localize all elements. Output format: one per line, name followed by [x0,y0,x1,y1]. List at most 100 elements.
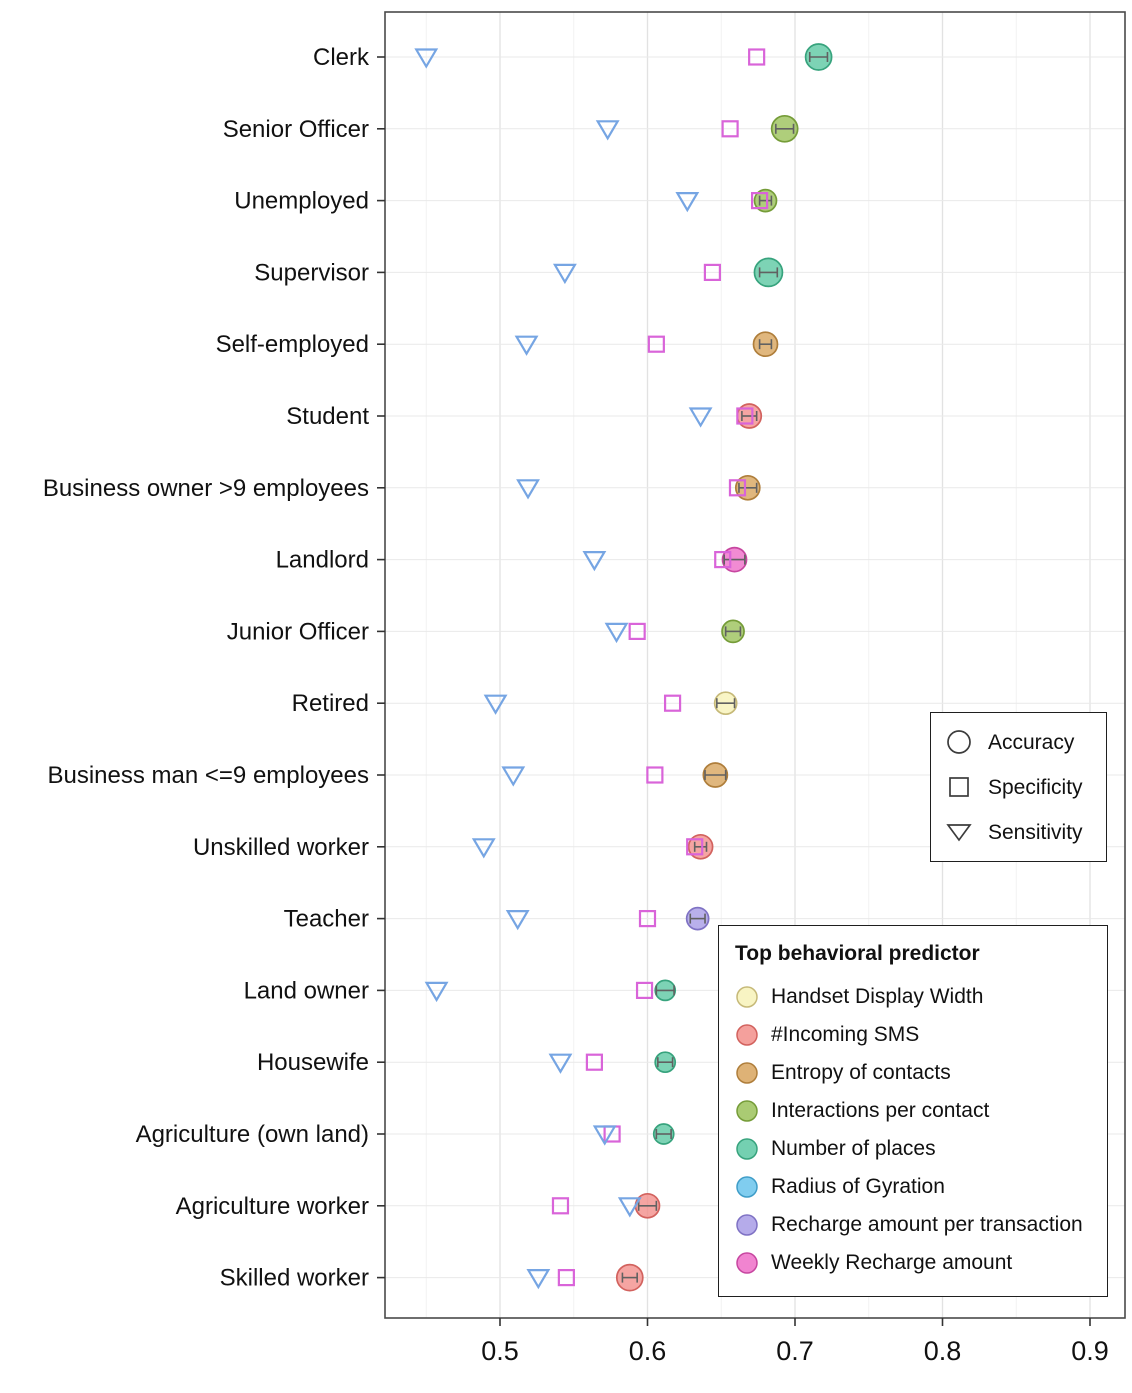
data-row-10 [483,691,738,716]
predictor-label: Handset Display Width [771,985,984,1008]
data-row-9 [604,619,745,644]
data-row-13 [505,906,710,931]
y-axis-label: Unskilled worker [193,834,369,861]
predictor-color-swatch-icon [736,1024,758,1046]
swatch-circle [736,1252,758,1274]
swatch-circle [736,1176,758,1198]
color-legend-title: Top behavioral predictor [735,942,980,965]
marker-specificity [663,694,682,712]
marker-sensitivity [592,1125,617,1146]
marker-sensitivity [514,335,539,356]
data-row-18 [526,1263,644,1292]
color-legend: Top behavioral predictor Handset Display… [718,925,1108,1297]
swatch-circle [736,1100,758,1122]
circle-glyph [947,730,971,754]
predictor-color-swatch-icon [736,1100,758,1122]
predictor-label: Entropy of contacts [771,1061,951,1084]
y-axis-label: Self-employed [216,331,369,358]
data-row-2 [595,114,799,143]
data-row-11 [501,762,729,788]
predictor-color-swatch-icon [736,1252,758,1274]
marker-sensitivity [526,1268,551,1290]
data-row-15 [548,1051,677,1074]
marker-sensitivity [582,550,607,572]
marker-sensitivity [414,48,439,69]
marker-sensitivity [617,1197,642,1218]
marker-sensitivity [552,263,577,285]
x-tick-label: 0.8 [924,1336,962,1366]
shape-legend-label: Specificity [988,775,1083,799]
y-axis-label: Clerk [313,44,370,71]
predictor-color-swatch-icon [736,1176,758,1198]
square-glyph [949,777,969,797]
marker-specificity [748,48,766,66]
y-axis-label: Agriculture (own land) [136,1121,369,1148]
y-axis-label: Skilled worker [220,1265,369,1292]
data-row-6 [688,403,763,429]
x-tick-label: 0.7 [776,1336,814,1366]
color-legend-item: Entropy of contacts [735,1054,1095,1092]
marker-specificity [721,120,739,138]
data-row-4 [552,257,784,288]
predictor-label: #Incoming SMS [771,1023,920,1046]
marker-sensitivity [604,622,629,644]
shape-legend-item: Sensitivity [943,816,1098,848]
marker-specificity [750,192,769,210]
panel-border [384,11,1126,1319]
marker-specificity [638,909,657,928]
swatch-circle [736,1138,758,1160]
predictor-color-swatch-icon [736,1138,758,1160]
swatch-circle [736,1024,758,1046]
x-tick-label: 0.9 [1071,1336,1109,1366]
marker-specificity [736,407,754,425]
color-legend-item: Weekly Recharge amount [735,1244,1095,1282]
y-axis-label: Landlord [276,547,369,574]
y-axis-label: Senior Officer [223,116,369,143]
data-row-1 [414,43,833,71]
marker-sensitivity [675,192,700,213]
marker-sensitivity [516,479,540,500]
marker-specificity [557,1268,575,1287]
marker-specificity [646,766,664,784]
marker-sensitivity [501,766,526,787]
marker-sensitivity [424,981,449,1003]
y-axis-label: Junior Officer [227,618,369,645]
predictor-label: Recharge amount per transaction [771,1213,1083,1236]
marker-sensitivity [483,694,508,715]
data-row-14 [424,979,677,1003]
data-row-12 [471,833,714,860]
color-legend-item: Recharge amount per transaction [735,1206,1095,1244]
data-row-16 [592,1123,675,1146]
y-axis-label: Housewife [257,1049,369,1076]
shape-legend-item: Specificity [943,771,1098,803]
color-legend-item: Radius of Gyration [735,1168,1095,1206]
y-axis-label: Retired [292,690,369,717]
data-row-17 [551,1192,661,1219]
y-axis-label: Land owner [244,977,369,1004]
marker-sensitivity [548,1053,573,1074]
predictor-color-swatch-icon [736,1062,758,1084]
predictor-color-swatch-icon [736,986,758,1008]
marker-specificity [703,263,722,281]
y-axis-label: Teacher [284,906,369,933]
shape-legend: Accuracy Specificity Sensitivity [930,712,1107,862]
marker-sensitivity [595,120,620,141]
marker-specificity [686,838,704,856]
triangle-glyph [946,824,972,842]
predictor-label: Number of places [771,1137,936,1160]
marker-specificity [714,550,732,569]
y-axis-label: Supervisor [254,259,369,286]
data-row-3 [675,188,778,213]
data-row-5 [514,331,779,358]
data-row-7 [516,474,761,501]
swatch-circle [736,986,758,1008]
y-axis-label: Agriculture worker [176,1193,369,1220]
marker-specificity [635,981,654,1000]
marker-specificity [647,335,665,353]
shape-legend-item: Accuracy [943,726,1098,758]
y-axis-label: Business man <=9 employees [47,762,369,789]
predictor-label: Interactions per contact [771,1099,990,1122]
marker-specificity [551,1197,570,1215]
y-axis-label: Unemployed [234,188,369,215]
